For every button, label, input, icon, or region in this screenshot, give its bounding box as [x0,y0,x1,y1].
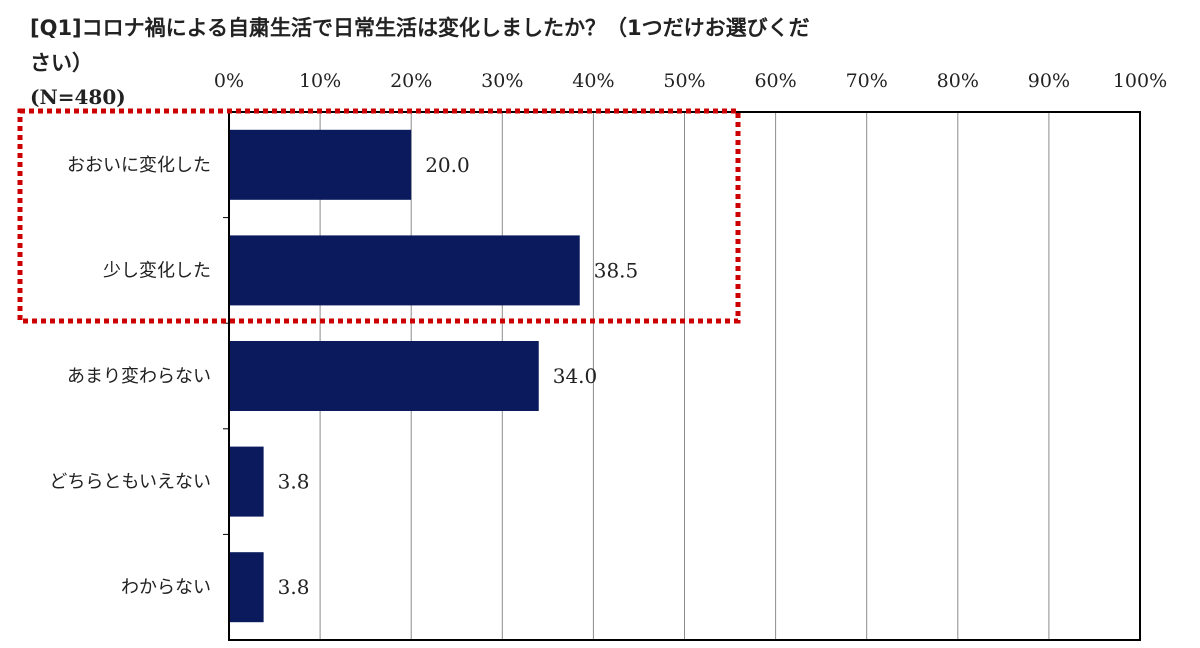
x-tick-label: 60% [754,70,796,92]
category-label: 少し変化した [103,260,211,281]
data-labels: 20.0 38.5 34.0 3.8 3.8 [278,153,639,599]
x-tick-label: 50% [663,70,705,92]
chart-title-line-1: [Q1]コロナ禍による自粛生活で日常生活は変化しましたか？（1つだけお選びくだ [30,16,810,40]
sample-size-label: (N=480) [30,85,126,109]
x-tick-label: 30% [481,70,523,92]
data-label: 34.0 [553,364,598,388]
category-label: おおいに変化した [67,155,211,176]
bars [230,129,580,623]
x-axis-ticks: 0% 10% 20% 30% 40% 50% 60% 70% 80% 90% 100% [214,70,1167,535]
category-label: あまり変わらない [67,366,211,387]
category-label: わからない [121,577,211,598]
bar [230,129,412,200]
chart-title-line-2: さい） [30,51,93,75]
x-tick-label: 10% [299,70,341,92]
data-label: 38.5 [594,258,639,282]
data-label: 20.0 [425,153,470,177]
data-label: 3.8 [278,470,310,494]
x-tick-label: 0% [214,70,244,92]
bar [230,446,264,517]
x-tick-label: 70% [846,70,888,92]
bar [230,552,264,623]
category-label: どちらともいえない [49,472,211,493]
x-tick-label: 100% [1113,70,1167,92]
x-tick-label: 80% [937,70,979,92]
highlight-box [17,108,741,324]
x-tick-label: 90% [1028,70,1070,92]
x-tick-label: 20% [390,70,432,92]
x-tick-label: 40% [572,70,614,92]
bar [230,341,539,411]
plot-area-frame [228,111,1141,641]
data-label: 3.8 [278,575,310,599]
bar [230,235,580,306]
